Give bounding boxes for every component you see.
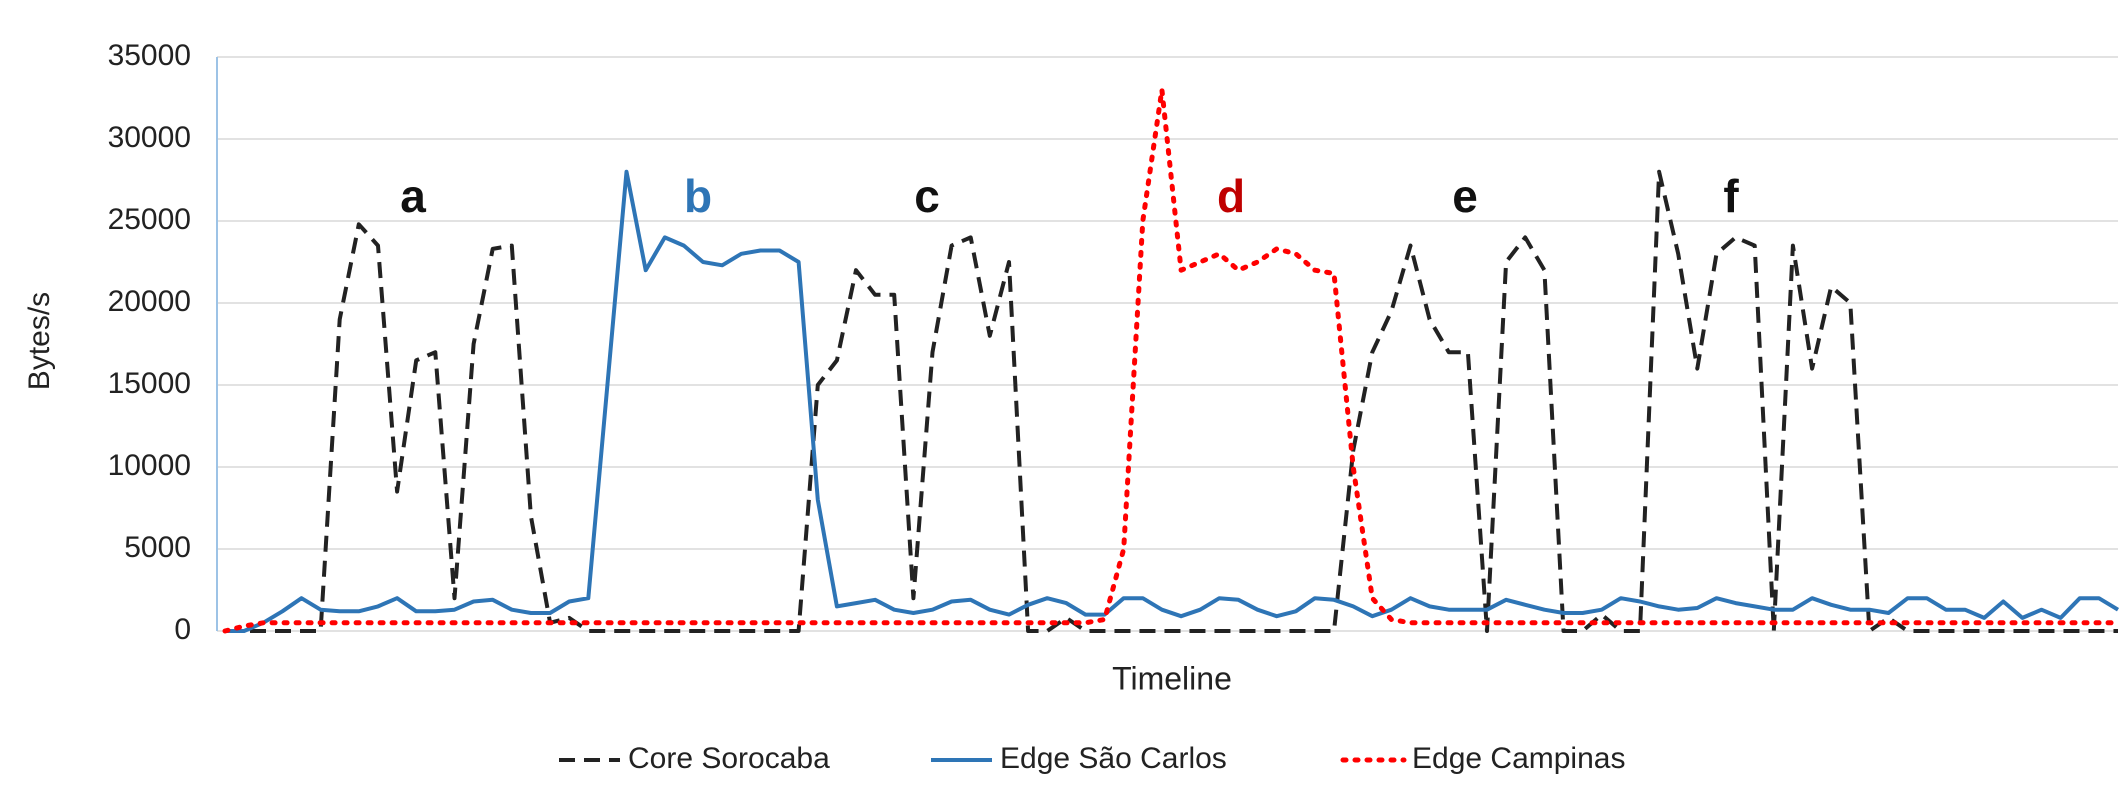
x-axis-title: Timeline — [1112, 660, 1232, 696]
y-axis-title: Bytes/s — [23, 292, 56, 390]
legend-label: Edge São Carlos — [1000, 742, 1227, 775]
y-tick-label: 0 — [174, 613, 191, 646]
y-tick-label: 30000 — [108, 121, 191, 154]
annotation: b — [684, 170, 712, 222]
series-line — [225, 169, 2120, 633]
y-tick-label: 10000 — [108, 449, 191, 482]
legend-label: Core Sorocaba — [628, 742, 830, 775]
annotation: c — [914, 170, 940, 222]
annotation: d — [1217, 170, 1245, 222]
y-tick-label: 25000 — [108, 203, 191, 236]
annotation: f — [1723, 170, 1739, 222]
legend-label: Edge Campinas — [1412, 742, 1625, 775]
y-tick-label: 15000 — [108, 367, 191, 400]
annotation: e — [1452, 170, 1478, 222]
series-line — [222, 87, 2121, 634]
y-tick-label: 5000 — [124, 531, 191, 564]
y-tick-label: 35000 — [108, 39, 191, 72]
y-tick-label: 20000 — [108, 285, 191, 318]
series-line — [225, 169, 2118, 633]
annotation: a — [400, 170, 426, 222]
